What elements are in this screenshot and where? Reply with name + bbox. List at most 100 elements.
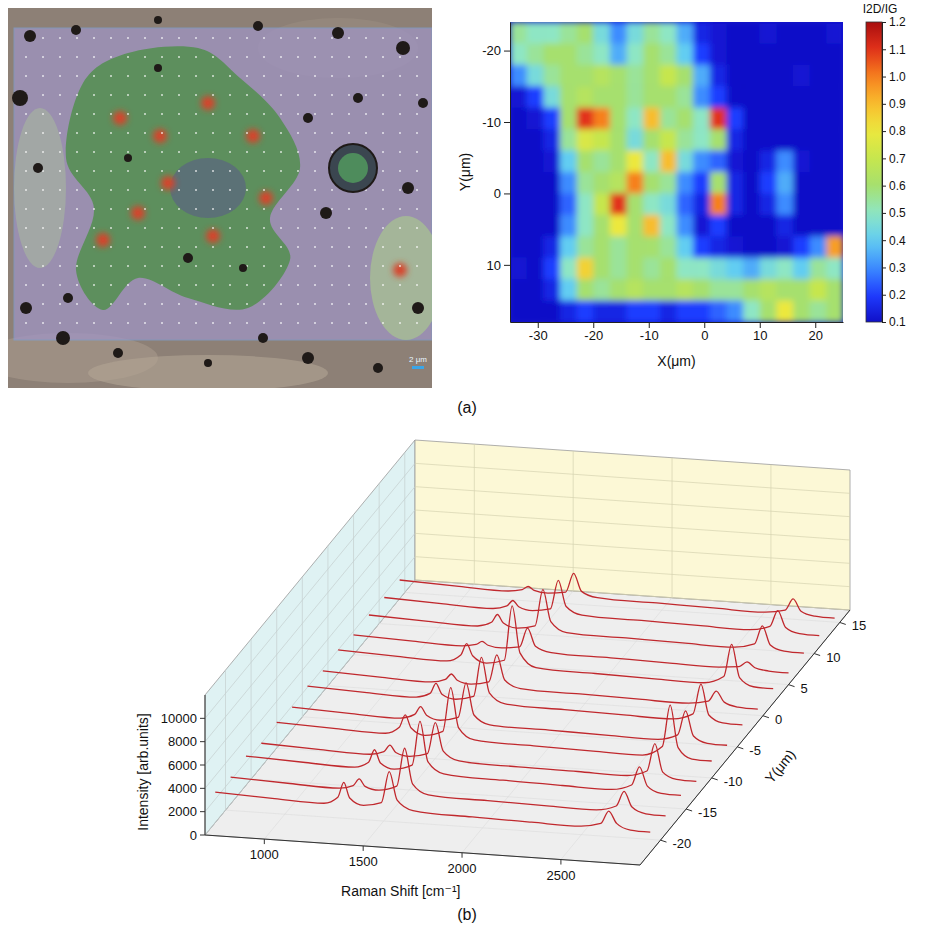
heatmap-cell	[543, 108, 560, 130]
heatmap-cell	[593, 108, 610, 130]
heatmap-cell	[510, 65, 527, 87]
heatmap-cell	[643, 236, 660, 258]
scan-point	[178, 265, 180, 267]
heatmap-cell	[826, 108, 843, 130]
scan-point	[365, 37, 367, 39]
heatmap-cell	[760, 193, 777, 215]
heatmap-cell	[510, 215, 527, 237]
scan-point	[399, 322, 401, 324]
scan-point	[297, 94, 299, 96]
tick-label: 0.8	[889, 124, 906, 138]
scan-point	[25, 322, 27, 324]
heatmap-cell	[543, 172, 560, 194]
scan-point	[144, 94, 146, 96]
scan-point	[144, 37, 146, 39]
scan-point	[144, 113, 146, 115]
scan-point	[314, 170, 316, 172]
spectrum	[277, 688, 712, 761]
heatmap-cell	[710, 193, 727, 215]
heatmap-cell	[793, 258, 810, 280]
scan-point	[195, 322, 197, 324]
scale-bar-label: 2 μm	[409, 355, 427, 364]
heatmap-cell	[726, 129, 743, 151]
spot	[206, 229, 220, 243]
heatmap-cell	[810, 236, 827, 258]
tick-label: 1500	[349, 854, 378, 869]
scan-point	[25, 132, 27, 134]
scan-point	[127, 37, 129, 39]
heatmap-cell	[710, 258, 727, 280]
scan-point	[348, 56, 350, 58]
heatmap-cell	[510, 258, 527, 280]
scan-point	[59, 189, 61, 191]
scan-point	[178, 94, 180, 96]
scan-point	[93, 227, 95, 229]
heatmap-cell	[593, 193, 610, 215]
heatmap-cell	[543, 22, 560, 44]
scan-point	[212, 113, 214, 115]
scan-point	[161, 284, 163, 286]
heatmap-cell	[826, 279, 843, 301]
heatmap-cell	[726, 22, 743, 44]
tick-label: 0.4	[889, 234, 906, 248]
scan-point	[416, 265, 418, 267]
scan-point	[42, 284, 44, 286]
scan-point	[365, 94, 367, 96]
scan-point	[382, 94, 384, 96]
heatmap-cell	[593, 86, 610, 108]
scan-point	[212, 246, 214, 248]
heatmap-cell	[776, 108, 793, 130]
heatmap-cell	[610, 172, 627, 194]
scan-point	[161, 208, 163, 210]
heatmap-cell	[610, 22, 627, 44]
heatmap-cell	[593, 215, 610, 237]
scan-point	[195, 132, 197, 134]
heatmap-cell	[527, 129, 544, 151]
tick: 20	[809, 322, 823, 343]
scan-point	[59, 322, 61, 324]
scan-point	[110, 170, 112, 172]
heatmap-cell	[776, 22, 793, 44]
scan-point	[144, 208, 146, 210]
scan-point	[348, 265, 350, 267]
spectrum	[338, 606, 773, 689]
tick-label: 8000	[168, 734, 197, 749]
spot	[131, 206, 145, 220]
heatmap-cell	[810, 172, 827, 194]
z-axis-line	[640, 610, 850, 865]
scan-point	[42, 208, 44, 210]
scan-point	[110, 151, 112, 153]
scan-point	[348, 246, 350, 248]
grid-line	[205, 487, 415, 742]
map-overlay	[14, 28, 432, 340]
pore	[396, 41, 410, 55]
scan-point	[93, 75, 95, 77]
scan-point	[42, 151, 44, 153]
heatmap-cell	[810, 22, 827, 44]
heatmap-cell	[776, 43, 793, 65]
heatmap-cell	[793, 86, 810, 108]
scan-point	[297, 246, 299, 248]
scan-point	[297, 284, 299, 286]
scan-point	[178, 113, 180, 115]
heatmap-cell	[627, 193, 644, 215]
scan-point	[297, 113, 299, 115]
heatmap-cell	[677, 279, 694, 301]
scan-point	[76, 265, 78, 267]
heatmap-cell	[627, 215, 644, 237]
scan-point	[314, 113, 316, 115]
scan-point	[229, 37, 231, 39]
heatmap-cell	[527, 65, 544, 87]
scan-point	[127, 75, 129, 77]
scan-point	[93, 170, 95, 172]
scan-point	[229, 132, 231, 134]
grid-line	[415, 510, 850, 540]
heatmap-cell	[693, 172, 710, 194]
scan-point	[127, 189, 129, 191]
spot	[96, 233, 110, 247]
tick-label: 10000	[161, 711, 197, 726]
grid-line	[415, 487, 850, 517]
heatmap-cell	[560, 22, 577, 44]
scan-point	[280, 246, 282, 248]
scan-point	[212, 227, 214, 229]
